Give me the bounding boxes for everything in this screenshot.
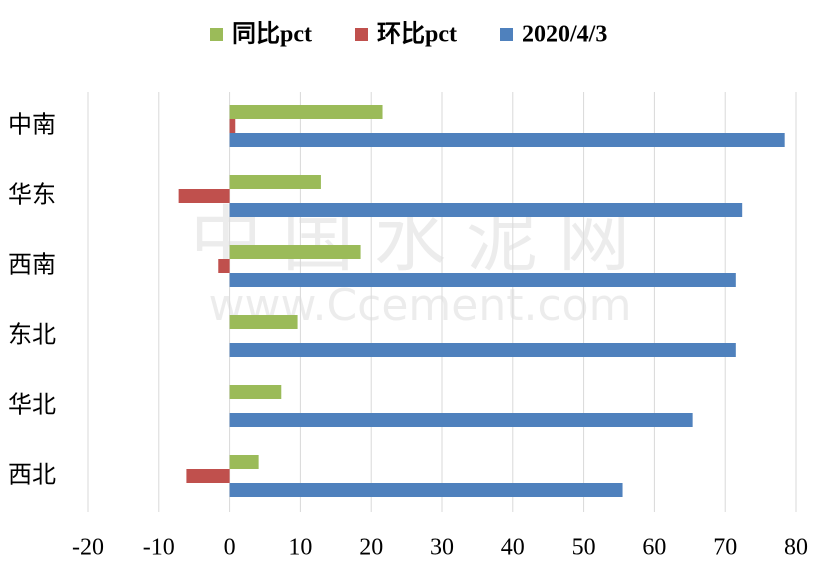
x-tick-label: 40 bbox=[501, 535, 525, 561]
bar bbox=[229, 133, 785, 147]
bar bbox=[229, 483, 623, 497]
x-tick-label: 10 bbox=[288, 535, 312, 561]
x-tick-label: 60 bbox=[642, 535, 666, 561]
x-tick-label: 50 bbox=[572, 535, 596, 561]
bar bbox=[186, 469, 230, 483]
bar bbox=[229, 119, 236, 133]
legend-swatch bbox=[355, 28, 368, 41]
x-tick-label: 0 bbox=[224, 535, 236, 561]
bar bbox=[229, 175, 321, 189]
legend-label: 环比pct bbox=[377, 21, 457, 48]
bar bbox=[229, 203, 743, 217]
y-tick-label: 中南 bbox=[8, 112, 56, 139]
x-tick-label: 20 bbox=[359, 535, 383, 561]
y-tick-label: 西南 bbox=[8, 252, 56, 279]
y-tick-label: 西北 bbox=[8, 462, 56, 489]
x-tick-label: 70 bbox=[713, 535, 737, 561]
bar bbox=[229, 343, 736, 357]
legend-label: 同比pct bbox=[232, 21, 312, 48]
legend-label: 2020/4/3 bbox=[522, 22, 607, 48]
legend-swatch bbox=[210, 28, 223, 41]
bar bbox=[229, 245, 361, 259]
x-tick-label: 80 bbox=[784, 535, 808, 561]
bar bbox=[229, 385, 282, 399]
bar bbox=[229, 105, 383, 119]
bar bbox=[229, 315, 298, 329]
x-tick-label: -20 bbox=[72, 535, 104, 561]
y-tick-label: 华北 bbox=[8, 392, 56, 419]
bar bbox=[229, 455, 259, 469]
x-tick-label: -10 bbox=[143, 535, 175, 561]
y-tick-label: 华东 bbox=[8, 182, 56, 209]
bar bbox=[229, 413, 693, 427]
y-tick-label: 东北 bbox=[8, 322, 56, 349]
bar bbox=[218, 259, 230, 273]
bar bbox=[229, 273, 736, 287]
bar bbox=[178, 189, 230, 203]
legend-swatch bbox=[500, 28, 513, 41]
x-tick-label: 30 bbox=[430, 535, 454, 561]
